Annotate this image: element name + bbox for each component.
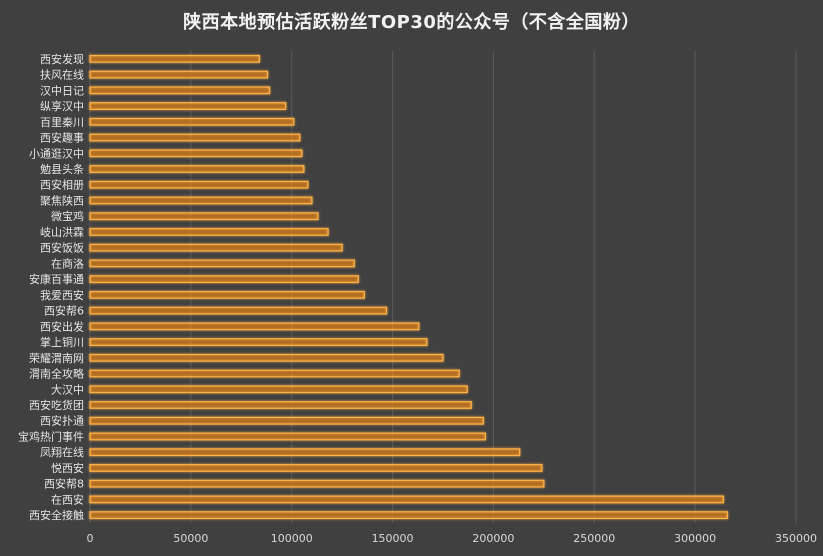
category-label: 在西安 [51,492,84,506]
bar [89,290,365,299]
category-label: 岐山洪霖 [40,225,84,239]
category-label: 大汉中 [51,382,84,396]
category-label: 西安趣事 [40,131,84,145]
category-label: 西安帮8 [44,477,84,491]
bar [89,259,355,268]
bar [89,338,428,346]
category-label: 渭南全攻略 [29,367,84,381]
bar [89,432,486,441]
bar [89,70,269,79]
x-tick-label: 200000 [472,532,514,545]
bar [89,369,460,378]
bar [89,353,444,362]
bar [89,54,261,63]
category-label: 西安相册 [40,178,84,192]
bar [89,86,271,95]
category-label: 西安吃货团 [29,398,84,412]
category-label: 我爱西安 [40,288,84,302]
bar [89,275,359,284]
category-label: 小通逛汉中 [29,147,84,160]
x-tick-label: 0 [87,532,94,545]
category-label: 荣耀渭南网 [29,352,84,365]
bar [89,212,319,221]
x-tick-label: 50000 [173,532,208,545]
x-tick-label: 150000 [372,532,414,545]
category-label: 汉中日记 [40,84,84,97]
bar [89,165,305,173]
category-label: 西安出发 [40,319,84,333]
bar [89,322,420,331]
bar [89,117,295,126]
category-label: 勉县头条 [40,162,84,176]
category-label: 西安帮6 [44,304,84,318]
category-label: 安康百事通 [29,272,84,286]
bar [89,448,521,457]
bar [89,464,543,472]
bar [89,306,388,315]
bar [89,385,468,394]
category-label: 聚焦陕西 [40,193,84,207]
bar [89,416,484,425]
category-label: 西安饭饭 [40,241,84,255]
category-label: 凤翔在线 [40,445,84,459]
x-tick-label: 300000 [674,532,716,545]
bar [89,196,313,205]
category-label: 西安发现 [40,52,84,66]
bar [89,243,343,252]
category-label: 悦西安 [51,461,84,475]
category-label: 在商洛 [51,256,84,270]
bar [89,133,301,142]
category-label: 百里秦川 [40,115,84,129]
bar [89,180,309,189]
x-tick-label: 250000 [573,532,615,545]
bar [89,511,729,520]
category-label: 纵享汉中 [40,99,84,113]
bar [89,149,303,158]
x-tick-label: 100000 [271,532,313,545]
bar [89,228,329,236]
category-label: 扶风在线 [40,68,84,82]
category-label: 西安全接触 [29,508,84,522]
category-label: 西安扑通 [40,414,84,428]
bar [89,401,472,409]
category-label: 宝鸡热门事件 [18,429,84,443]
x-tick-label: 350000 [775,532,817,545]
bar [89,479,545,488]
bar [89,102,287,110]
category-label: 微宝鸡 [51,209,84,223]
chart-title: 陕西本地预估活跃粉丝TOP30的公众号（不含全国粉） [183,12,640,33]
bar [89,495,724,504]
category-label: 掌上铜川 [40,335,84,349]
